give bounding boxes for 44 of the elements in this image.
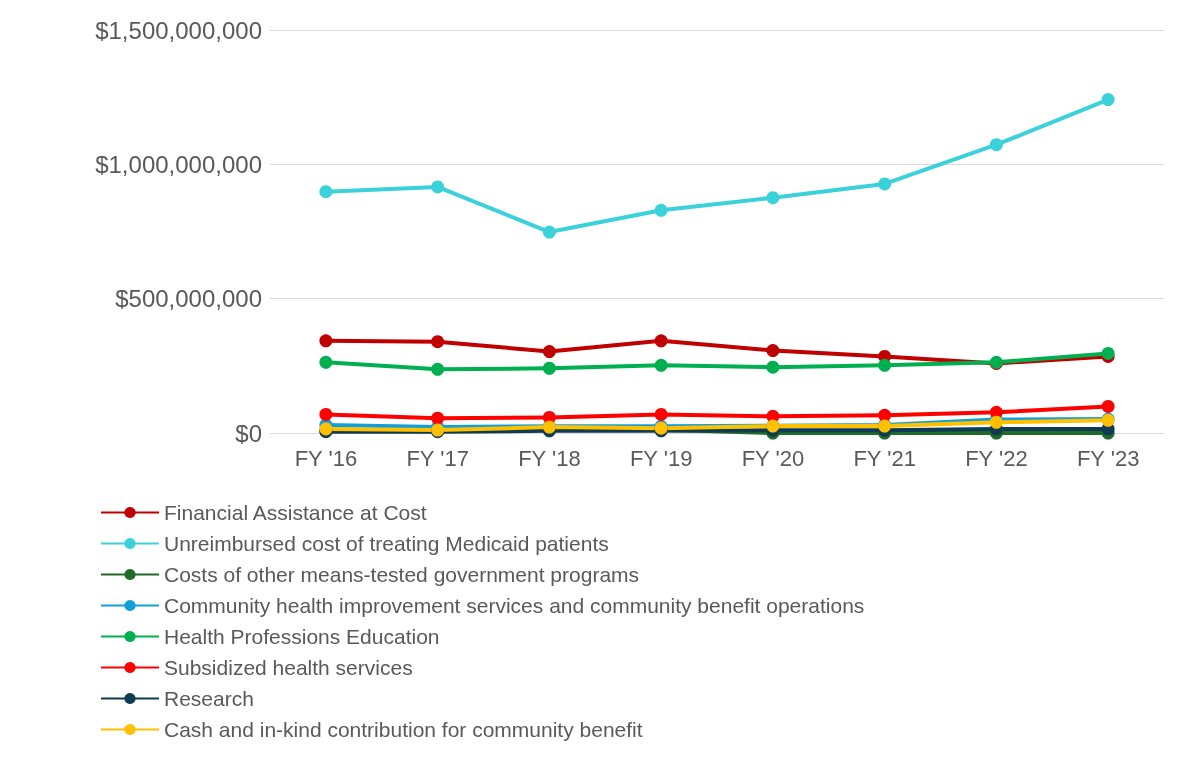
point: [431, 362, 445, 376]
point: [654, 358, 668, 372]
point: [319, 407, 333, 421]
x-tick-label: FY '18: [518, 445, 581, 471]
legend-label: Unreimbursed cost of treating Medicaid patients: [164, 532, 609, 555]
legend-label: Research: [164, 687, 254, 710]
point: [319, 355, 333, 369]
point: [542, 361, 556, 375]
point: [431, 180, 445, 194]
point: [654, 407, 668, 421]
point: [878, 358, 892, 372]
point: [654, 203, 668, 217]
point: [431, 411, 445, 425]
point: [654, 334, 668, 348]
point: [878, 177, 892, 191]
legend-label: Health Professions Education: [164, 625, 440, 648]
x-tick-label: FY '16: [294, 445, 358, 471]
x-tick-label: FY '21: [853, 445, 916, 471]
x-tick-label: FY '19: [629, 445, 693, 471]
point: [1101, 399, 1115, 413]
point: [319, 185, 333, 199]
legend-label: Costs of other means-tested government programs: [164, 563, 640, 586]
y-tick-label: $500,000,000: [115, 285, 262, 313]
y-tick-label: $1,500,000,000: [95, 16, 262, 44]
legend-label: Subsidized health services: [164, 656, 413, 679]
point: [431, 335, 445, 349]
point: [989, 138, 1003, 152]
point: [766, 191, 780, 205]
point: [766, 360, 780, 374]
point: [542, 225, 556, 239]
legend-label: Cash and in-kind contribution for community benefit: [164, 718, 643, 741]
x-tick-label: FY '17: [406, 445, 469, 471]
point: [766, 344, 780, 358]
point: [878, 408, 892, 422]
point: [319, 334, 333, 348]
legend-label: Community health improvement services and community benefit operations: [164, 594, 865, 617]
y-tick-label: $1,000,000,000: [95, 150, 262, 178]
point: [542, 345, 556, 359]
x-tick-label: FY '23: [1076, 445, 1140, 471]
point: [1101, 93, 1115, 107]
y-tick-label: $0: [235, 419, 262, 447]
legend-label: Financial Assistance at Cost: [164, 501, 427, 524]
x-tick-label: FY '20: [741, 445, 805, 471]
x-tick-label: FY '22: [965, 445, 1028, 471]
